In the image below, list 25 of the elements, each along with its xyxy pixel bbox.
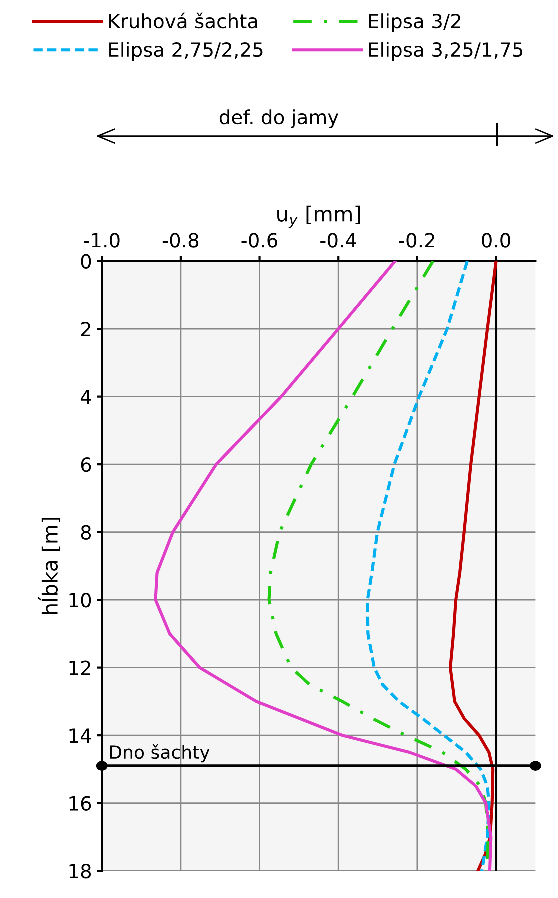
- y-tick-label: 8: [81, 525, 92, 540]
- y-tick-label: 12: [70, 660, 90, 676]
- legend-label: Elipsa 2,75/2,25: [110, 42, 263, 61]
- line-series: [366, 261, 491, 872]
- ref-line-label: Dno šachty: [110, 744, 210, 763]
- text: def. do jamy: [220, 110, 339, 128]
- y-tick-label: 2: [81, 322, 90, 336]
- x-tick-label: -0.2: [399, 233, 434, 248]
- legend-label: Kruhová šachta: [110, 12, 258, 29]
- x-axis-title: u$_{y}$ [mm]: [278, 206, 360, 228]
- y-tick-label: 10: [70, 593, 92, 608]
- x-tick-label: -0.8: [162, 233, 199, 248]
- x-tick-label: -0.6: [242, 233, 278, 248]
- x-tick-label: -1.0: [84, 233, 120, 248]
- y-tick-label: 18: [70, 864, 92, 879]
- y-axis-title: hĺbka [m]: [38, 518, 61, 614]
- y-tick-label: 16: [70, 796, 92, 811]
- y-tick-label: 14: [70, 728, 92, 743]
- y-tick-label: 6: [81, 458, 92, 472]
- x-tick-label: -0.4: [320, 233, 356, 248]
- y-tick-label: 0: [81, 254, 92, 269]
- y-tick-label: 4: [80, 390, 92, 404]
- legend-label: Elipsa 3/2: [369, 14, 460, 32]
- legend-label: Elipsa 3,25/1,75: [369, 42, 523, 61]
- x-tick-label: 0.0: [482, 233, 510, 248]
